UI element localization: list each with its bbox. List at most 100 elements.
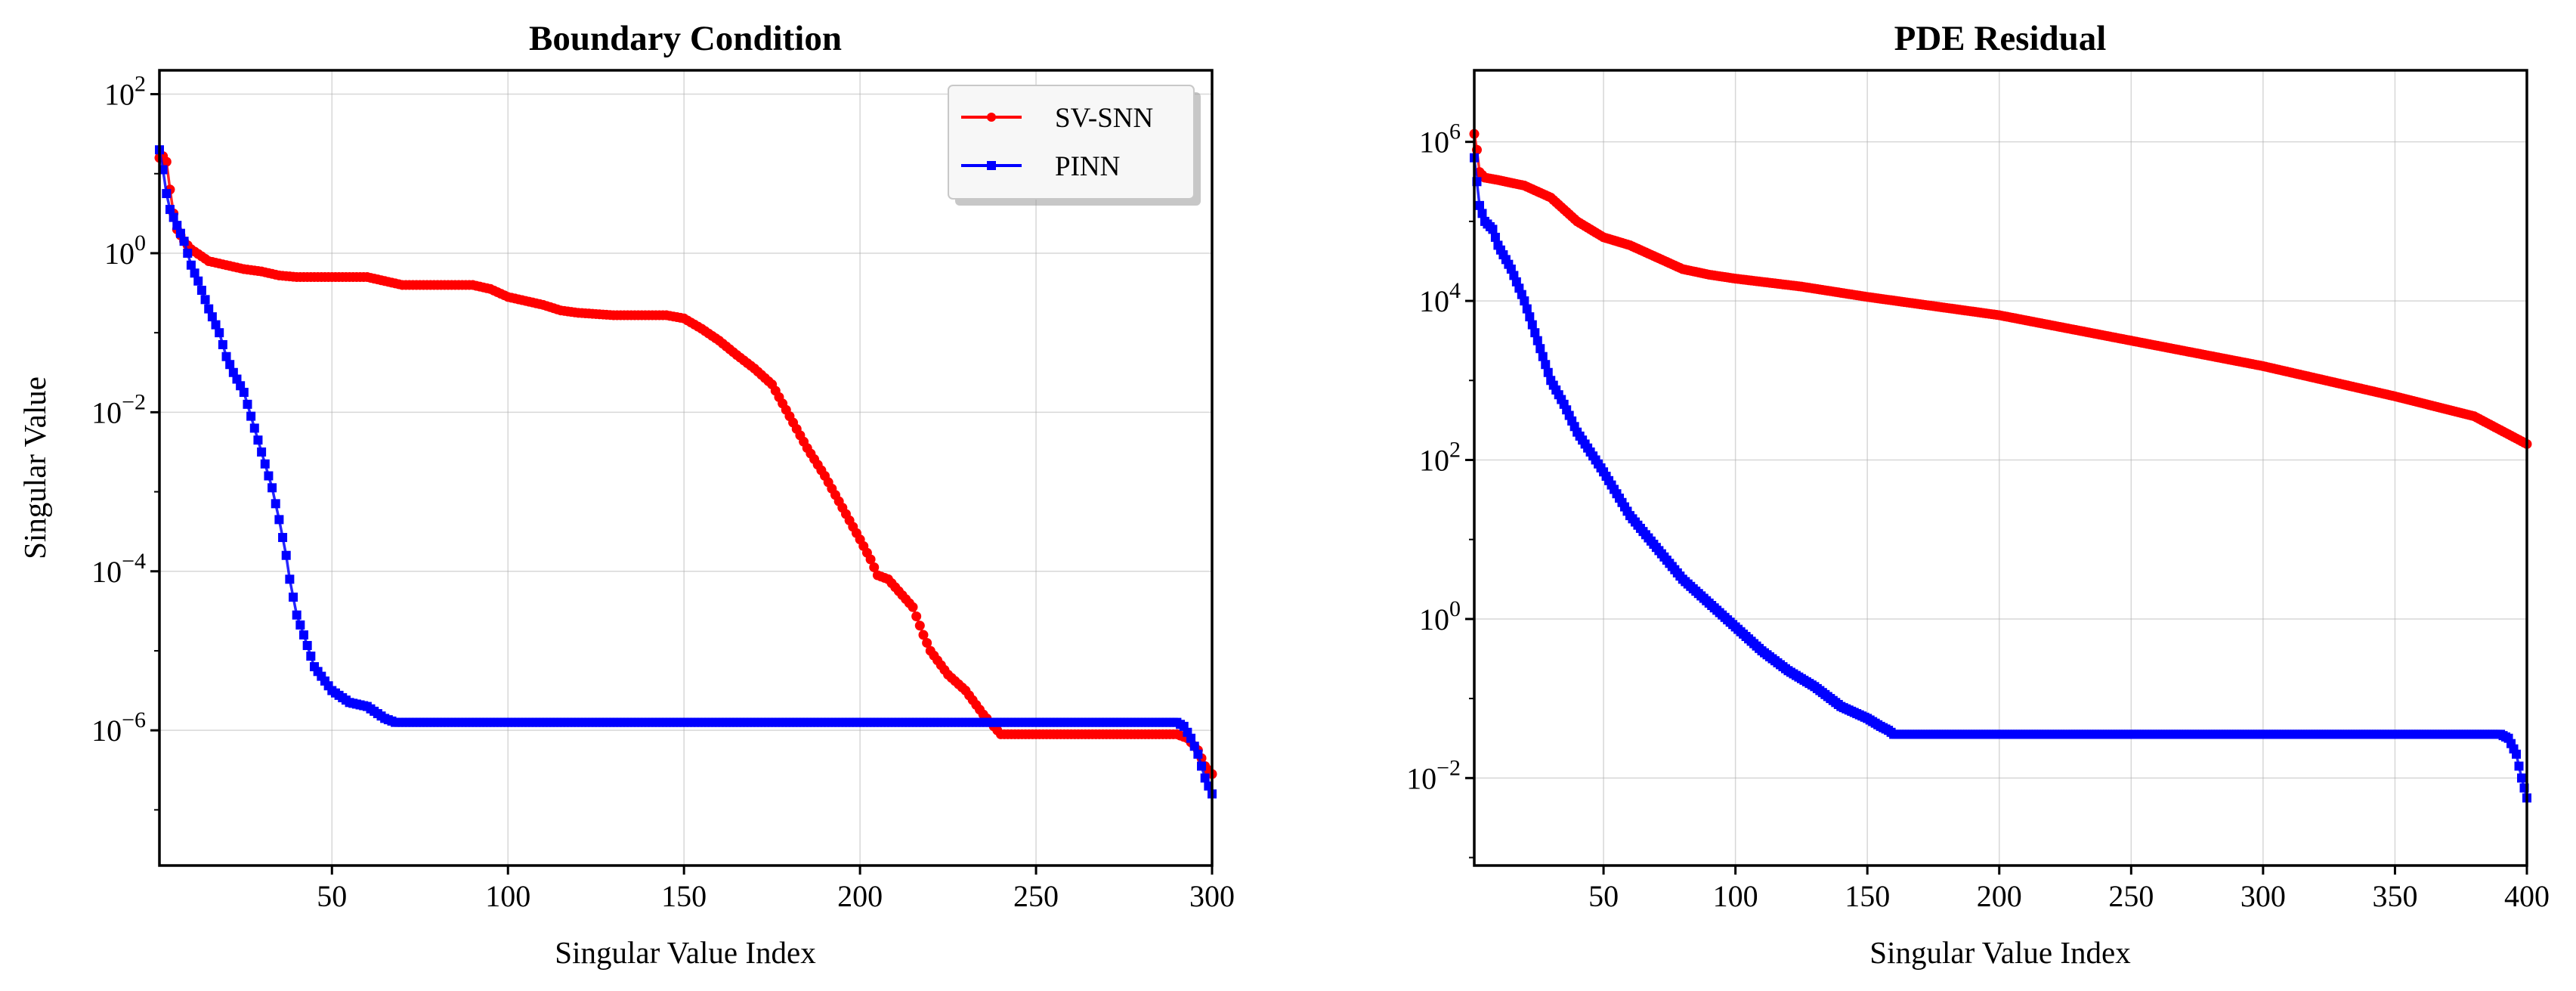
legend-label-sv-snn: SV-SNN: [1055, 103, 1153, 134]
legend-label-pinn: PINN: [1055, 151, 1120, 182]
data-point: [1543, 367, 1553, 377]
chart-title: Boundary Condition: [529, 19, 842, 58]
chart-title: PDE Residual: [1894, 19, 2107, 58]
data-point: [908, 602, 918, 612]
data-point: [215, 328, 224, 338]
legend-marker-pinn: [987, 161, 996, 170]
x-tick-label: 200: [1977, 879, 2022, 913]
data-point: [175, 228, 185, 238]
data-point: [253, 435, 263, 445]
data-point: [1189, 742, 1199, 751]
data-point: [1541, 360, 1551, 370]
y-axis-label: Singular Value: [17, 376, 52, 559]
data-point: [1538, 351, 1548, 361]
data-point: [239, 388, 249, 398]
data-point: [2512, 749, 2522, 759]
x-tick-label: 400: [2504, 879, 2550, 913]
data-point: [271, 499, 280, 509]
data-point: [169, 212, 178, 222]
data-point: [260, 459, 270, 469]
data-point: [162, 189, 172, 199]
data-point: [306, 651, 316, 661]
y-tick-label: 100: [104, 231, 146, 271]
data-point: [1520, 296, 1529, 306]
data-point: [302, 640, 312, 650]
series-line-sv-snn: [159, 154, 1214, 776]
x-tick-label: 100: [1713, 879, 1758, 913]
pde-residual-chart: PDE Residual Singular Value Index 50 100 1…: [1406, 19, 2550, 970]
plot-frame: [1473, 69, 2528, 867]
y-tick-label: 10−6: [91, 708, 146, 748]
legend-box: [948, 85, 1195, 200]
y-tick-label: 102: [1419, 437, 1461, 477]
data-point: [1200, 773, 1210, 783]
x-axis-label: Singular Value Index: [1869, 935, 2130, 970]
x-tick-label: 200: [837, 879, 883, 913]
x-tick-label: 300: [1189, 879, 1235, 913]
data-point: [186, 260, 196, 270]
data-point: [865, 554, 876, 565]
data-point: [193, 276, 203, 286]
x-tick-label: 150: [1845, 879, 1890, 913]
y-tick-label: 10−2: [91, 389, 146, 429]
y-tick-label: 104: [1419, 278, 1461, 318]
series-line-sv-snn: [1473, 133, 2528, 445]
legend: SV-SNN PINN: [948, 85, 1201, 206]
data-point: [183, 248, 193, 258]
data-point: [200, 295, 210, 305]
data-point: [243, 399, 252, 409]
y-tick-label: 106: [1419, 119, 1461, 159]
data-point: [196, 286, 206, 296]
data-point: [281, 550, 291, 560]
data-point: [1193, 749, 1203, 759]
x-tick-label: 350: [2372, 879, 2417, 913]
data-point: [249, 423, 259, 433]
data-point: [914, 621, 925, 631]
data-point: [246, 411, 256, 421]
y-tick-label: 100: [1419, 596, 1461, 636]
data-point: [911, 611, 922, 621]
data-point: [257, 447, 267, 457]
data-point: [1186, 733, 1196, 743]
data-point: [190, 268, 199, 278]
data-point: [2517, 773, 2527, 783]
data-point: [264, 471, 274, 481]
boundary-condition-chart: Boundary Condition Singular Value Index …: [17, 19, 1235, 970]
data-point: [165, 205, 175, 215]
data-point: [1490, 232, 1500, 242]
x-tick-label: 300: [2240, 879, 2286, 913]
series-line-pinn: [158, 149, 1214, 795]
data-point: [1535, 344, 1545, 354]
data-point: [207, 312, 217, 322]
x-tick-label: 250: [2108, 879, 2154, 913]
data-point: [274, 515, 284, 525]
data-point: [179, 237, 189, 246]
x-tick-label: 150: [661, 879, 707, 913]
series-line-pinn: [1473, 157, 2528, 799]
data-point: [221, 351, 231, 361]
plot-frame: [158, 69, 1214, 867]
x-tick-label: 50: [1588, 879, 1619, 913]
data-point: [292, 610, 302, 620]
data-point: [172, 221, 182, 231]
data-point: [289, 592, 298, 602]
data-point: [267, 483, 277, 493]
data-point: [1197, 761, 1207, 771]
data-point: [1488, 225, 1498, 234]
data-point: [922, 637, 932, 648]
data-point: [161, 156, 172, 167]
data-point: [295, 620, 305, 630]
data-point: [1530, 328, 1540, 338]
x-tick-label: 250: [1013, 879, 1059, 913]
data-point: [204, 304, 214, 314]
data-point: [278, 533, 288, 543]
data-point: [285, 574, 295, 584]
data-point: [1532, 336, 1542, 345]
data-point: [1474, 200, 1484, 210]
y-tick-label: 10−2: [1406, 755, 1461, 795]
legend-marker-sv-snn: [987, 113, 996, 122]
x-axis-label: Singular Value Index: [555, 935, 815, 970]
data-point: [869, 562, 880, 572]
data-point: [1525, 312, 1535, 322]
